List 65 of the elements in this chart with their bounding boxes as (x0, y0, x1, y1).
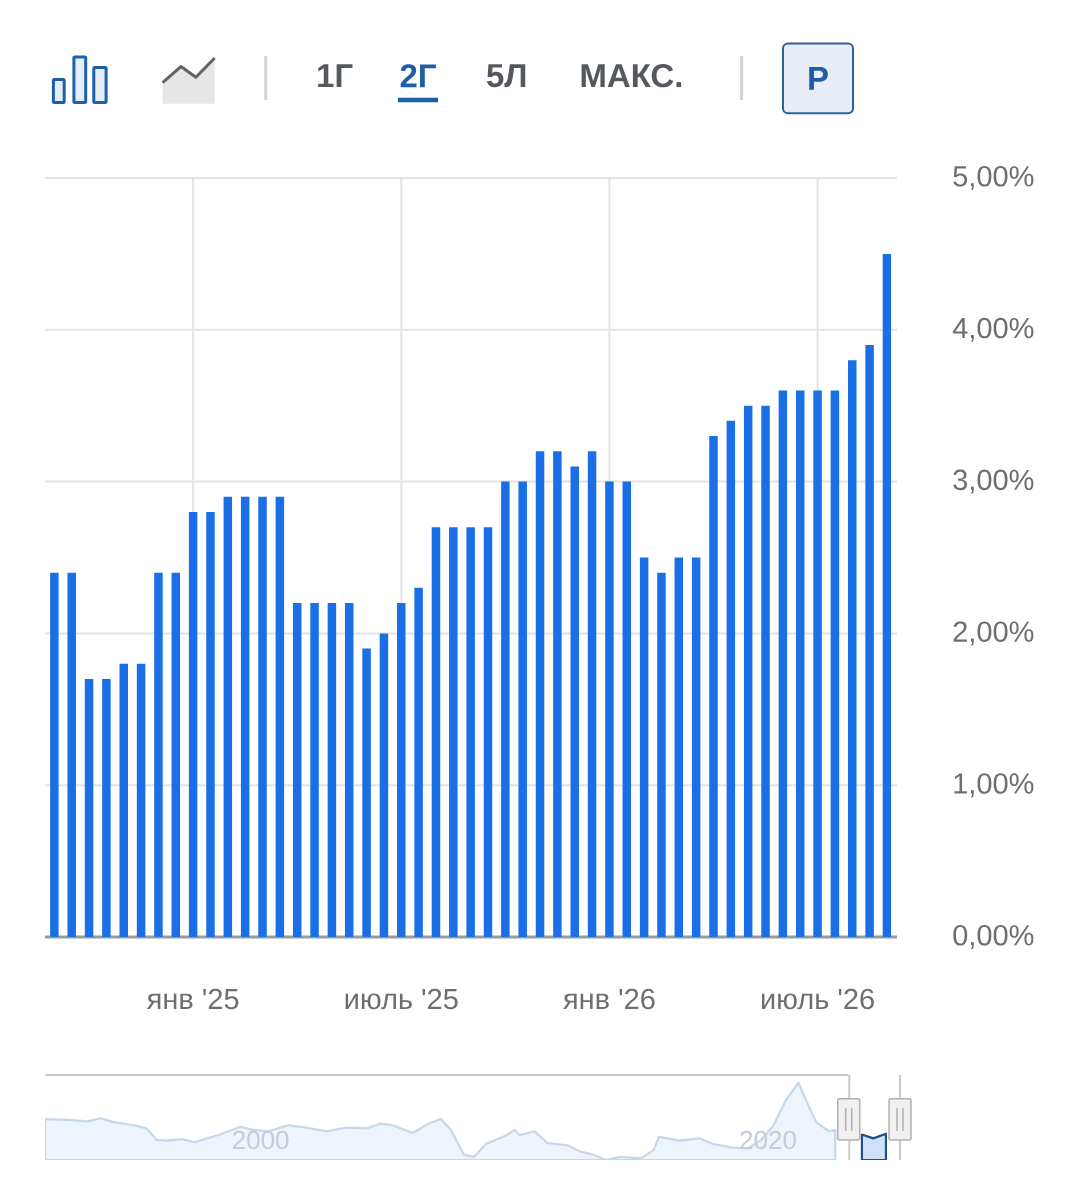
y-tick-label: 3,00% (953, 469, 1034, 494)
bar (466, 527, 475, 937)
x-tick-label: июль '26 (761, 988, 874, 1010)
bar (50, 572, 59, 937)
bar (761, 405, 770, 937)
bar (275, 496, 285, 937)
y-tick-label: 0,00% (953, 925, 1034, 949)
bar (431, 527, 441, 937)
bar (379, 633, 389, 937)
bar (657, 572, 666, 937)
x-tick-label: янв '25 (146, 988, 239, 1010)
bar (67, 572, 76, 937)
text: 5Л (486, 64, 526, 88)
bar (709, 436, 718, 937)
bar (813, 390, 822, 937)
bar (206, 511, 215, 937)
bar (171, 572, 181, 937)
y-tick-label: 4,00% (952, 317, 1034, 342)
bar (865, 344, 874, 937)
bar (292, 603, 302, 937)
text: Р (809, 67, 828, 90)
text: 2Г (400, 64, 436, 88)
bar (414, 587, 423, 937)
bar (691, 557, 701, 937)
bar (154, 572, 163, 937)
bar (223, 496, 233, 937)
bar (830, 390, 840, 937)
text: 1Г (318, 64, 353, 88)
x-tick-label: 2020 (740, 1130, 796, 1150)
bar (449, 527, 458, 937)
bar (483, 527, 493, 937)
bar (240, 496, 250, 937)
bar (743, 405, 753, 937)
bar (136, 663, 146, 937)
bar (258, 496, 267, 937)
bar (84, 678, 94, 937)
bar (882, 253, 892, 937)
bar (795, 390, 805, 937)
bar (518, 481, 527, 937)
bar (674, 557, 684, 937)
bar (327, 603, 337, 937)
bar (848, 360, 857, 937)
x-tick-label: июль '25 (345, 988, 458, 1010)
x-tick-label: янв '26 (563, 988, 655, 1010)
bar (605, 481, 614, 937)
bar (553, 451, 562, 937)
bar (188, 511, 198, 937)
y-tick-label: 5,00% (953, 166, 1034, 190)
bar (639, 557, 649, 937)
text: МАКС. (581, 64, 682, 88)
bar (344, 603, 354, 937)
y-tick-label: 2,00% (953, 621, 1034, 646)
bar (535, 451, 545, 937)
bar (570, 466, 579, 937)
bar (501, 481, 510, 937)
y-tick-label: 1,00% (954, 773, 1034, 798)
bar (362, 648, 371, 937)
bar (778, 390, 788, 937)
bar (397, 603, 406, 937)
bar (310, 603, 319, 937)
bar (587, 451, 597, 937)
bar (622, 481, 632, 937)
bar (726, 420, 736, 937)
bar (119, 663, 128, 937)
bar (102, 678, 111, 937)
